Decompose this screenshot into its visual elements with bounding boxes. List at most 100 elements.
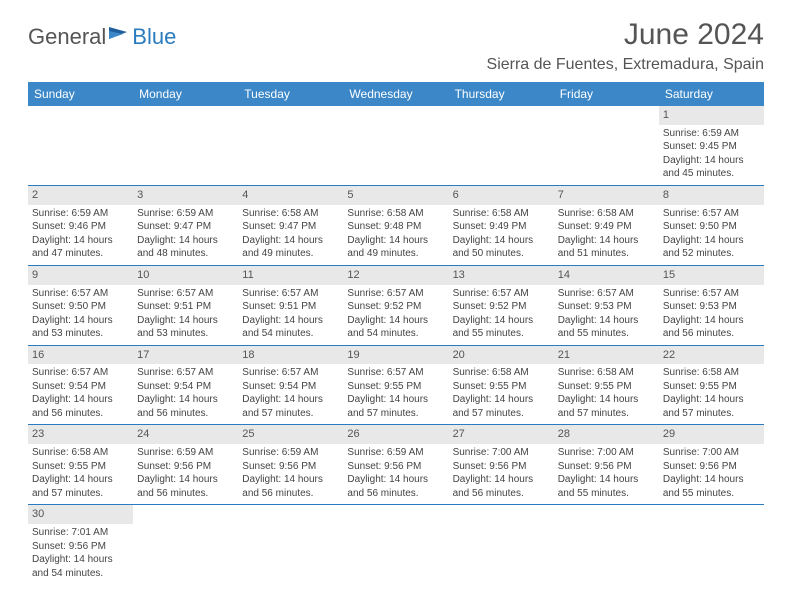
day-number xyxy=(659,505,764,524)
day-content: Sunrise: 6:57 AMSunset: 9:54 PMDaylight:… xyxy=(238,364,343,424)
calendar-day-cell xyxy=(133,505,238,584)
day-content xyxy=(133,524,238,530)
day-number: 4 xyxy=(238,186,343,205)
calendar-day-cell: 13Sunrise: 6:57 AMSunset: 9:52 PMDayligh… xyxy=(449,265,554,345)
day-number xyxy=(238,106,343,125)
day-info-line: Sunset: 9:55 PM xyxy=(558,380,655,394)
calendar-week-row: 30Sunrise: 7:01 AMSunset: 9:56 PMDayligh… xyxy=(28,505,764,584)
day-number: 10 xyxy=(133,266,238,285)
day-info-line: Daylight: 14 hours xyxy=(137,393,234,407)
day-number: 30 xyxy=(28,505,133,524)
day-info-line: and 48 minutes. xyxy=(137,247,234,261)
calendar-day-cell: 6Sunrise: 6:58 AMSunset: 9:49 PMDaylight… xyxy=(449,185,554,265)
day-info-line: and 56 minutes. xyxy=(137,487,234,501)
day-content: Sunrise: 6:59 AMSunset: 9:56 PMDaylight:… xyxy=(133,444,238,504)
day-number: 9 xyxy=(28,266,133,285)
day-info-line: Daylight: 14 hours xyxy=(32,473,129,487)
day-content: Sunrise: 6:58 AMSunset: 9:49 PMDaylight:… xyxy=(449,205,554,265)
calendar-day-cell xyxy=(28,106,133,185)
day-info-line: Sunrise: 6:58 AM xyxy=(558,366,655,380)
day-info-line: Daylight: 14 hours xyxy=(32,553,129,567)
day-info-line: Sunrise: 6:57 AM xyxy=(137,366,234,380)
day-content xyxy=(449,125,554,131)
day-number xyxy=(449,106,554,125)
day-info-line: Sunset: 9:54 PM xyxy=(242,380,339,394)
day-info-line: and 56 minutes. xyxy=(137,407,234,421)
month-title: June 2024 xyxy=(487,18,764,52)
day-number: 11 xyxy=(238,266,343,285)
day-info-line: Sunrise: 6:57 AM xyxy=(663,207,760,221)
day-info-line: Daylight: 14 hours xyxy=(32,393,129,407)
day-info-line: Daylight: 14 hours xyxy=(347,473,444,487)
day-number: 25 xyxy=(238,425,343,444)
calendar-day-cell: 24Sunrise: 6:59 AMSunset: 9:56 PMDayligh… xyxy=(133,425,238,505)
day-content xyxy=(449,524,554,530)
day-info-line: and 57 minutes. xyxy=(558,407,655,421)
day-content: Sunrise: 6:57 AMSunset: 9:54 PMDaylight:… xyxy=(28,364,133,424)
day-info-line: Sunset: 9:49 PM xyxy=(453,220,550,234)
day-info-line: Daylight: 14 hours xyxy=(558,234,655,248)
calendar-table: Sunday Monday Tuesday Wednesday Thursday… xyxy=(28,82,764,584)
day-info-line: and 57 minutes. xyxy=(663,407,760,421)
weekday-header: Saturday xyxy=(659,82,764,106)
day-number: 22 xyxy=(659,346,764,365)
day-info-line: Sunset: 9:56 PM xyxy=(32,540,129,554)
day-content: Sunrise: 7:00 AMSunset: 9:56 PMDaylight:… xyxy=(659,444,764,504)
calendar-day-cell xyxy=(343,505,448,584)
day-info-line: Sunset: 9:56 PM xyxy=(453,460,550,474)
day-number: 5 xyxy=(343,186,448,205)
calendar-day-cell: 2Sunrise: 6:59 AMSunset: 9:46 PMDaylight… xyxy=(28,185,133,265)
day-content: Sunrise: 6:57 AMSunset: 9:53 PMDaylight:… xyxy=(659,285,764,345)
day-info-line: Sunrise: 6:59 AM xyxy=(137,446,234,460)
day-info-line: Daylight: 14 hours xyxy=(242,393,339,407)
day-content: Sunrise: 6:57 AMSunset: 9:51 PMDaylight:… xyxy=(133,285,238,345)
day-content: Sunrise: 6:59 AMSunset: 9:56 PMDaylight:… xyxy=(343,444,448,504)
calendar-day-cell: 16Sunrise: 6:57 AMSunset: 9:54 PMDayligh… xyxy=(28,345,133,425)
calendar-day-cell: 23Sunrise: 6:58 AMSunset: 9:55 PMDayligh… xyxy=(28,425,133,505)
day-number: 20 xyxy=(449,346,554,365)
calendar-day-cell: 12Sunrise: 6:57 AMSunset: 9:52 PMDayligh… xyxy=(343,265,448,345)
day-number xyxy=(554,505,659,524)
calendar-week-row: 16Sunrise: 6:57 AMSunset: 9:54 PMDayligh… xyxy=(28,345,764,425)
day-number: 19 xyxy=(343,346,448,365)
title-block: June 2024 Sierra de Fuentes, Extremadura… xyxy=(487,18,764,74)
day-info-line: Sunrise: 7:00 AM xyxy=(453,446,550,460)
day-info-line: and 54 minutes. xyxy=(242,327,339,341)
calendar-day-cell: 17Sunrise: 6:57 AMSunset: 9:54 PMDayligh… xyxy=(133,345,238,425)
day-content xyxy=(343,524,448,530)
day-content: Sunrise: 6:59 AMSunset: 9:45 PMDaylight:… xyxy=(659,125,764,185)
day-number: 27 xyxy=(449,425,554,444)
day-info-line: Sunset: 9:55 PM xyxy=(453,380,550,394)
day-number: 7 xyxy=(554,186,659,205)
day-info-line: Sunrise: 6:58 AM xyxy=(347,207,444,221)
day-info-line: and 53 minutes. xyxy=(32,327,129,341)
calendar-day-cell: 11Sunrise: 6:57 AMSunset: 9:51 PMDayligh… xyxy=(238,265,343,345)
day-number: 24 xyxy=(133,425,238,444)
day-content: Sunrise: 6:58 AMSunset: 9:55 PMDaylight:… xyxy=(28,444,133,504)
day-info-line: and 54 minutes. xyxy=(32,567,129,581)
day-info-line: and 56 minutes. xyxy=(663,327,760,341)
calendar-week-row: 9Sunrise: 6:57 AMSunset: 9:50 PMDaylight… xyxy=(28,265,764,345)
day-info-line: Daylight: 14 hours xyxy=(137,314,234,328)
calendar-day-cell xyxy=(238,106,343,185)
day-info-line: Daylight: 14 hours xyxy=(347,393,444,407)
day-content xyxy=(659,524,764,530)
day-info-line: Daylight: 14 hours xyxy=(558,393,655,407)
day-content: Sunrise: 6:59 AMSunset: 9:46 PMDaylight:… xyxy=(28,205,133,265)
day-number: 6 xyxy=(449,186,554,205)
day-info-line: Sunset: 9:53 PM xyxy=(558,300,655,314)
day-info-line: and 53 minutes. xyxy=(137,327,234,341)
day-info-line: Daylight: 14 hours xyxy=(558,473,655,487)
day-content xyxy=(238,125,343,131)
day-info-line: and 55 minutes. xyxy=(558,487,655,501)
calendar-day-cell: 9Sunrise: 6:57 AMSunset: 9:50 PMDaylight… xyxy=(28,265,133,345)
calendar-day-cell: 20Sunrise: 6:58 AMSunset: 9:55 PMDayligh… xyxy=(449,345,554,425)
day-number xyxy=(343,505,448,524)
day-info-line: Sunset: 9:55 PM xyxy=(347,380,444,394)
day-info-line: Sunrise: 6:59 AM xyxy=(242,446,339,460)
calendar-day-cell xyxy=(449,106,554,185)
day-info-line: Daylight: 14 hours xyxy=(242,473,339,487)
day-info-line: Daylight: 14 hours xyxy=(453,473,550,487)
day-content: Sunrise: 6:58 AMSunset: 9:47 PMDaylight:… xyxy=(238,205,343,265)
calendar-day-cell: 1Sunrise: 6:59 AMSunset: 9:45 PMDaylight… xyxy=(659,106,764,185)
